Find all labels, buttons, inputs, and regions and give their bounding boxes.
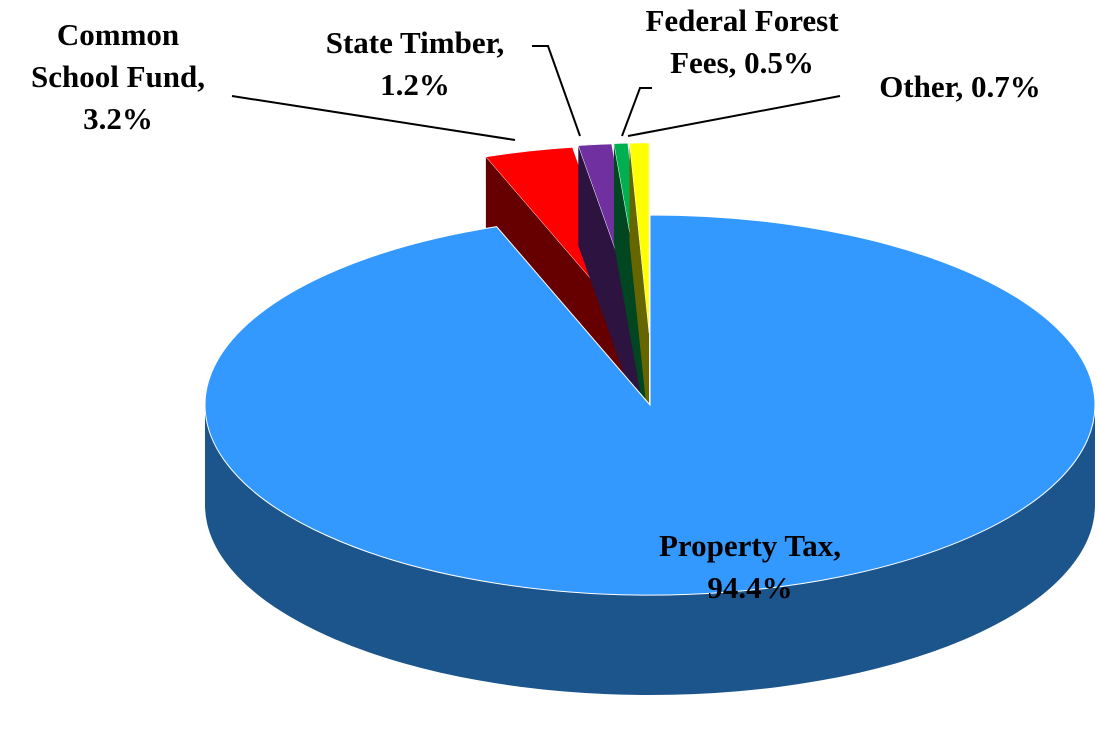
label-value: 3.2% [83, 101, 153, 136]
leader-line [532, 45, 581, 137]
leader-line [621, 87, 652, 137]
slice-side [629, 143, 650, 434]
data-label: Other, 0.7% [840, 66, 1080, 108]
leader-lines [231, 45, 841, 141]
label-value: 94.4% [707, 570, 793, 605]
label-category: Common School Fund, [30, 17, 205, 94]
label-value: 0.7% [971, 69, 1041, 104]
label-category: Other, [879, 69, 964, 104]
leader-line [627, 95, 841, 137]
data-label: State Timber, 1.2% [300, 22, 530, 106]
label-category: State Timber, [325, 25, 505, 60]
data-label: Common School Fund, 3.2% [18, 14, 218, 140]
leader-line [231, 95, 516, 141]
slices [204, 142, 1096, 695]
label-category: Property Tax, [659, 528, 841, 563]
data-label: Property Tax, 94.4% [640, 525, 860, 609]
slice-side [578, 145, 646, 434]
label-value: 1.2% [380, 67, 450, 102]
label-value: 0.5% [744, 45, 814, 80]
pie-slice [629, 142, 650, 334]
slice-side [613, 143, 648, 434]
slice-side [205, 405, 1095, 695]
label-category: Federal Forest Fees, [645, 3, 839, 80]
pie-slice [204, 214, 1096, 596]
data-label: Federal Forest Fees, 0.5% [622, 0, 862, 84]
